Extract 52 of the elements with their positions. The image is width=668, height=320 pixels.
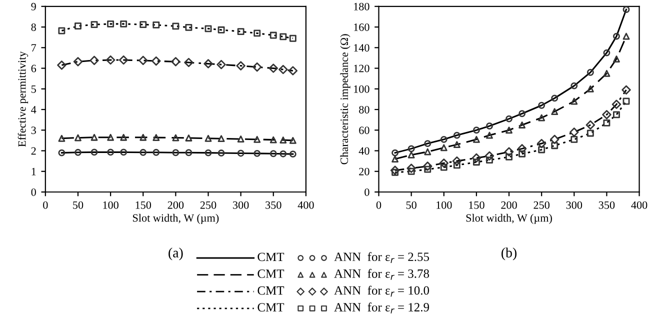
text: (a) xyxy=(168,248,183,260)
x-tick-label: 50 xyxy=(406,201,416,209)
x-tick-label: 300 xyxy=(233,201,249,209)
x-tick-label: 150 xyxy=(469,201,484,209)
y-tick-label: 180 xyxy=(354,2,370,10)
x-tick-label: 200 xyxy=(501,201,517,209)
legend-label: ANN for ε$_{r}$ = 10.0 xyxy=(334,286,430,297)
x-tick-label: 200 xyxy=(168,201,184,209)
x-tick-label: 250 xyxy=(200,201,216,209)
legend-label: CMT xyxy=(258,303,284,312)
y-tick-label: 1 xyxy=(32,168,36,176)
y-tick-label: 3 xyxy=(31,126,36,134)
x-axis-title: Slot width, W (µm) xyxy=(132,214,219,224)
x-tick-label: 350 xyxy=(266,201,282,209)
x-tick-label: 400 xyxy=(298,201,314,209)
y-tick-label: 140 xyxy=(354,44,370,52)
y-tick-label: 120 xyxy=(354,64,370,72)
legend-label: ANN for ε$_{r}$ = 2.55 xyxy=(334,252,430,263)
y-tick-label: 160 xyxy=(354,23,370,31)
text: (b) xyxy=(502,248,517,260)
x-tick-label: 100 xyxy=(103,201,118,209)
y-tick-label: 8 xyxy=(31,23,36,31)
x-axis-title: Slot width, W (µm) xyxy=(466,214,552,224)
y-axis-title: Effective permittivity xyxy=(18,51,28,147)
legend-label: CMT xyxy=(258,252,284,262)
y-tick-label: 40 xyxy=(358,147,370,155)
y-axis-title: Characteristic impedance (Ω) xyxy=(340,34,350,164)
legend-label: CMT xyxy=(258,270,284,278)
x-tick-label: 250 xyxy=(534,201,550,209)
legend-label: CMT xyxy=(258,286,284,295)
x-tick-label: 400 xyxy=(631,201,648,209)
y-tick-label: 5 xyxy=(31,85,36,93)
x-tick-label: 350 xyxy=(598,201,615,209)
legend-label: ANN for ε$_{r}$ = 12.9 xyxy=(334,302,429,314)
y-tick-label: 0 xyxy=(364,188,370,196)
y-tick-label: 4 xyxy=(31,106,36,114)
x-tick-label: 50 xyxy=(73,201,84,209)
y-tick-label: 2 xyxy=(31,147,36,155)
x-tick-label: 0 xyxy=(43,201,48,209)
x-tick-label: 0 xyxy=(376,201,382,209)
x-tick-label: 100 xyxy=(436,201,452,209)
y-tick-label: 0 xyxy=(31,188,36,196)
y-tick-label: 9 xyxy=(31,2,36,10)
y-tick-label: 20 xyxy=(359,168,370,176)
x-tick-label: 300 xyxy=(566,201,582,209)
y-tick-label: 60 xyxy=(359,126,370,134)
x-tick-label: 150 xyxy=(136,201,152,209)
y-tick-label: 80 xyxy=(359,106,370,114)
legend-label: ANN for ε$_{r}$ = 3.78 xyxy=(334,268,430,280)
y-tick-label: 100 xyxy=(354,85,370,93)
y-tick-label: 7 xyxy=(32,44,36,52)
y-tick-label: 6 xyxy=(31,64,36,72)
